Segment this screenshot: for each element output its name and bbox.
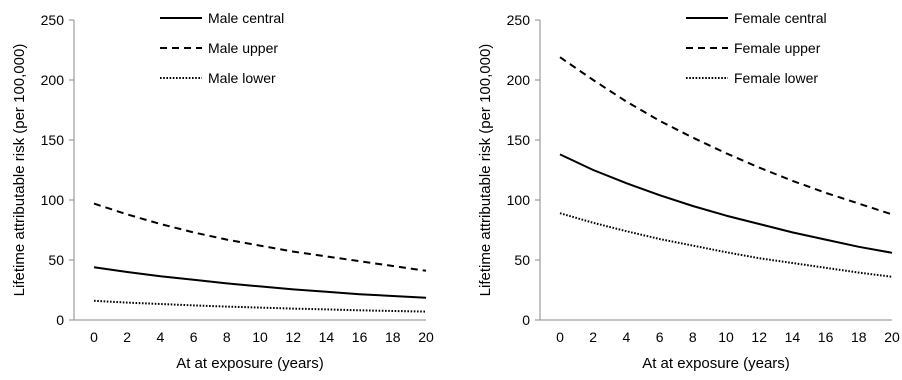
x-tick-label: 20 — [418, 329, 434, 345]
x-tick-label: 4 — [157, 329, 165, 345]
x-tick-label: 16 — [352, 329, 368, 345]
x-tick-label: 12 — [751, 329, 767, 345]
x-tick-label: 8 — [689, 329, 697, 345]
y-tick-label: 150 — [507, 132, 531, 148]
x-axis-label: At at exposure (years) — [642, 355, 790, 372]
x-tick-label: 0 — [90, 329, 98, 345]
y-tick-label: 50 — [48, 252, 64, 268]
chart-panel-female: 0 50 100 150 200 250 0 2 4 6 8 10 12 14 16 18 20 At at ex… — [477, 10, 900, 372]
legend-label: Female central — [734, 10, 827, 26]
series-line-solid — [93, 266, 427, 299]
x-tick-label: 12 — [285, 329, 301, 345]
legend-label: Male upper — [208, 40, 278, 56]
x-tick-label: 16 — [818, 329, 834, 345]
x-tick-label: 4 — [623, 329, 631, 345]
x-tick-label: 18 — [851, 329, 867, 345]
y-tick-label: 200 — [507, 72, 531, 88]
x-tick-label: 6 — [190, 329, 198, 345]
x-tick-label: 10 — [252, 329, 268, 345]
series-line-dotted — [559, 212, 893, 278]
series-line-dashed — [93, 202, 427, 272]
x-axis-label: At at exposure (years) — [176, 355, 324, 372]
x-tick-label: 10 — [718, 329, 734, 345]
y-tick-label: 0 — [56, 312, 64, 328]
series-line-dotted — [93, 299, 427, 313]
chart-panel-male: 0 50 100 150 200 250 0 2 4 6 8 10 12 14 16 18 20 At at ex… — [11, 10, 434, 372]
x-tick-label: 14 — [319, 329, 335, 345]
x-tick-label: 14 — [785, 329, 801, 345]
x-tick-label: 8 — [223, 329, 231, 345]
series-line-dashed — [559, 56, 893, 216]
series-line-solid — [559, 153, 893, 254]
y-tick-label: 150 — [41, 132, 65, 148]
y-tick-label: 50 — [514, 252, 530, 268]
legend-label: Male lower — [208, 70, 276, 86]
x-tick-label: 0 — [556, 329, 564, 345]
y-axis-label: Lifetime attributable risk (per 100,000) — [11, 44, 28, 297]
legend-label: Male central — [208, 10, 284, 26]
x-tick-label: 18 — [385, 329, 401, 345]
legend-label: Female upper — [734, 40, 821, 56]
y-tick-label: 200 — [41, 72, 65, 88]
x-tick-label: 20 — [884, 329, 900, 345]
x-tick-label: 2 — [589, 329, 597, 345]
y-tick-label: 100 — [507, 192, 531, 208]
y-axis-label: Lifetime attributable risk (per 100,000) — [477, 44, 494, 297]
y-tick-label: 250 — [507, 12, 531, 28]
x-tick-label: 2 — [123, 329, 131, 345]
y-tick-label: 250 — [41, 12, 65, 28]
legend-label: Female lower — [734, 70, 818, 86]
y-tick-label: 100 — [41, 192, 65, 208]
x-tick-label: 6 — [656, 329, 664, 345]
y-tick-label: 0 — [522, 312, 530, 328]
